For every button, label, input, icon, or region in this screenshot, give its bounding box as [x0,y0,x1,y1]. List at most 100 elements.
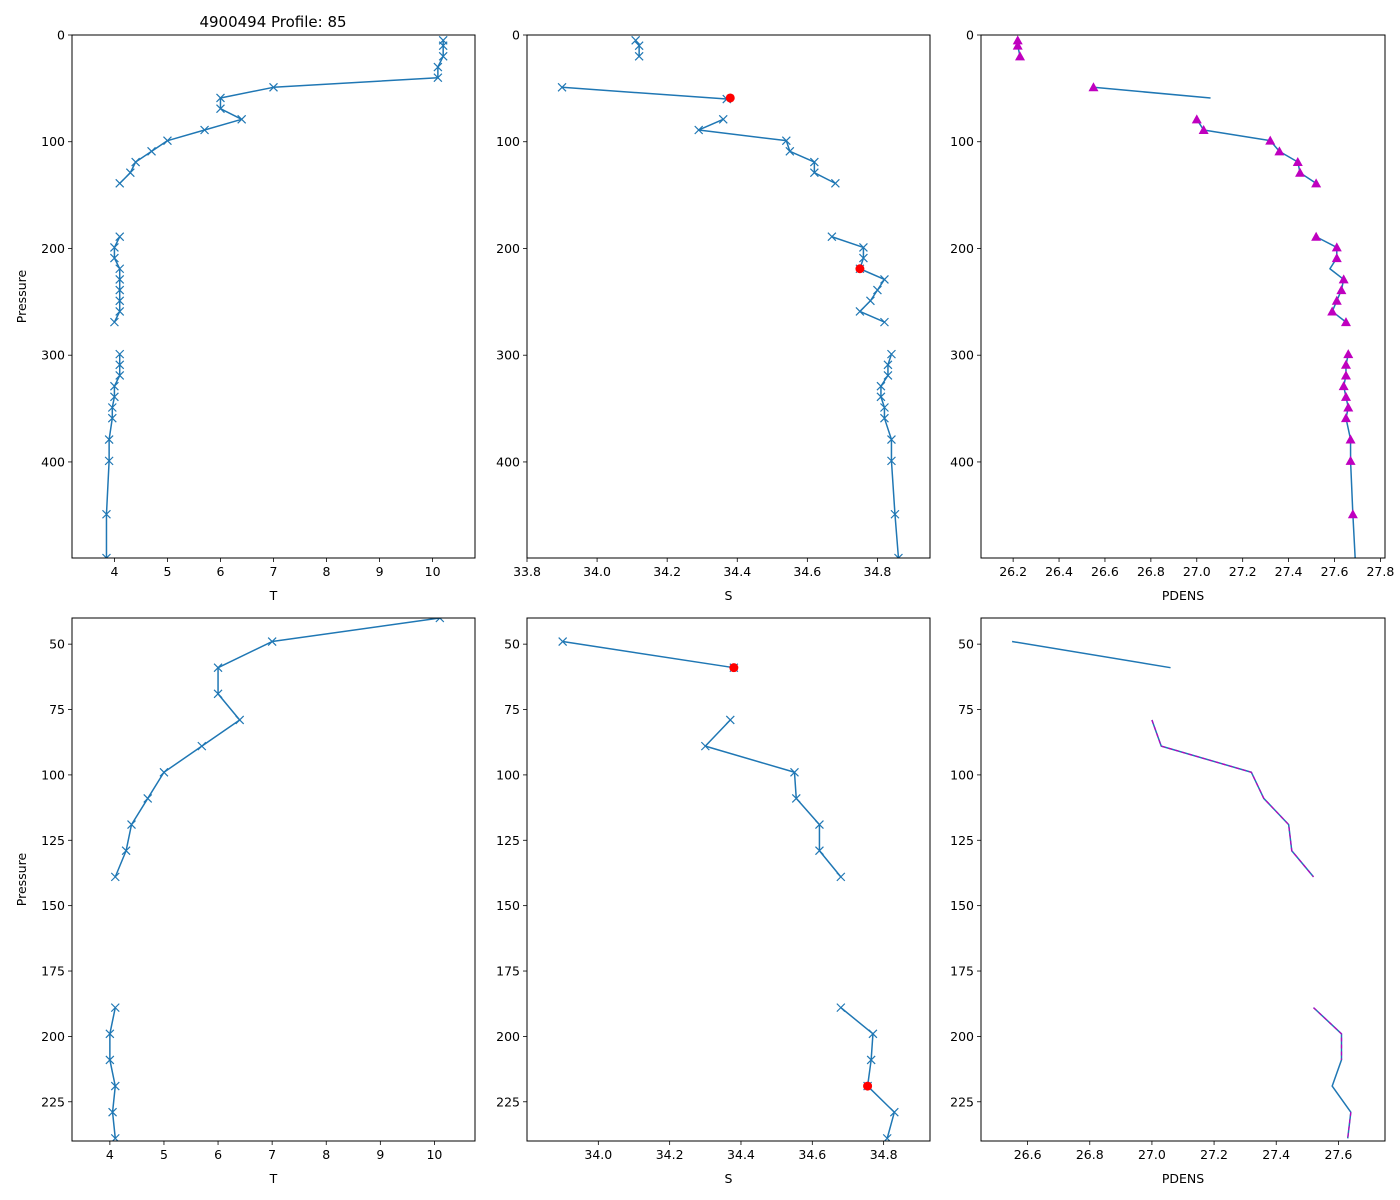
plot-area [1011,640,1352,1139]
x-marker [108,1107,117,1117]
x-marker [815,820,824,830]
x-marker [876,381,886,391]
x-marker [634,41,644,51]
series-line-PDENS [1313,1007,1352,1139]
x-marker [830,178,840,188]
flagged-point [729,663,739,673]
triangle-marker [1012,35,1023,45]
x-marker [809,168,819,178]
x-marker [790,767,799,777]
x-tick-label: 26.4 [1045,564,1073,579]
x-marker [115,178,125,188]
x-marker [725,715,735,725]
x-marker [115,349,125,359]
y-axis-label: Pressure [14,270,29,324]
series-line-PDENS-dashed [1347,1112,1352,1139]
x-marker [115,232,125,242]
triangle-marker [1311,178,1322,188]
series-line-PDENS [1093,86,1211,99]
x-marker [836,872,846,882]
x-marker [107,403,117,412]
x-marker [858,253,868,263]
series-line-PDENS-dashed [1313,1007,1343,1060]
x-tick-label: 4 [110,564,118,579]
x-marker [131,157,141,167]
x-marker [121,846,131,856]
x-marker [880,413,889,423]
series-line-PDENS [1151,719,1315,878]
y-tick-label: 200 [41,241,65,256]
x-tick-label: 34.0 [584,1147,612,1162]
x-tick-label: 9 [376,1147,384,1162]
x-tick-label: 27.8 [1366,564,1394,579]
x-marker [104,435,114,444]
x-marker [827,232,837,242]
x-tick-label: 27.0 [1138,1147,1166,1162]
triangle-marker [1295,167,1306,177]
x-marker [143,794,153,803]
series-line-T [109,1007,117,1139]
triangle-marker [1012,40,1023,50]
y-tick-label: 0 [512,28,520,43]
triangle-marker [1340,317,1351,327]
plot-area [102,35,448,558]
plot-area [558,637,899,1141]
x-marker [216,93,225,103]
x-tick-label: 34.6 [793,564,821,579]
y-tick-label: 200 [950,241,974,256]
x-marker [102,509,111,519]
x-marker [110,1003,120,1013]
x-axis-label: S [725,588,733,603]
x-marker [213,663,223,673]
x-tick-label: 34.0 [583,564,611,579]
x-marker [781,136,791,146]
x-marker [197,741,207,751]
y-tick-label: 0 [57,28,65,43]
triangle-marker [1343,402,1354,412]
y-tick-label: 225 [496,1094,520,1109]
axes-frame [526,34,931,559]
axes-frame [71,34,476,559]
x-marker [105,1029,115,1039]
y-tick-label: 150 [41,898,65,913]
plot-area [1012,35,1358,558]
flagged-point [725,93,735,103]
x-tick-label: 7 [268,1147,276,1162]
x-marker [880,403,889,412]
x-tick-label: 5 [160,1147,168,1162]
panel-top-S: 33.8 34.0 34.2 34.4 34.6 34.8 0 100 200 300 400 S [496,28,931,603]
y-tick-label: 100 [496,134,520,149]
x-marker [115,371,125,380]
y-tick-label: 300 [41,348,65,363]
y-tick-label: 400 [41,454,65,469]
x-tick-label: 34.2 [656,1147,684,1162]
triangle-marker [1343,349,1354,359]
y-tick-label: 175 [41,964,65,979]
x-marker [868,1029,878,1039]
series-line-S [704,719,842,878]
plot-area [105,618,445,1141]
x-tick-label: 26.8 [1076,1147,1104,1162]
x-tick-label: 34.4 [727,1147,755,1162]
triangle-marker [1331,242,1342,252]
flagged-point [863,1081,873,1091]
figure-title: 4900494 Profile: 85 [199,13,346,31]
x-tick-label: 26.2 [999,564,1027,579]
x-marker [718,114,728,124]
y-tick-label: 225 [950,1094,974,1109]
y-tick-label: 150 [496,898,520,913]
triangle-marker [1088,82,1099,92]
x-marker [109,242,119,252]
flagged-point [855,264,865,274]
x-marker [127,820,136,830]
x-marker [694,125,704,135]
y-tick-label: 300 [496,348,520,363]
x-marker [109,253,119,263]
y-tick-label: 200 [496,241,520,256]
y-tick-label: 175 [496,964,520,979]
x-marker [115,285,125,295]
y-tick-label: 50 [49,637,65,652]
x-tick-label: 27.4 [1262,1147,1290,1162]
x-tick-label: 10 [425,564,441,579]
